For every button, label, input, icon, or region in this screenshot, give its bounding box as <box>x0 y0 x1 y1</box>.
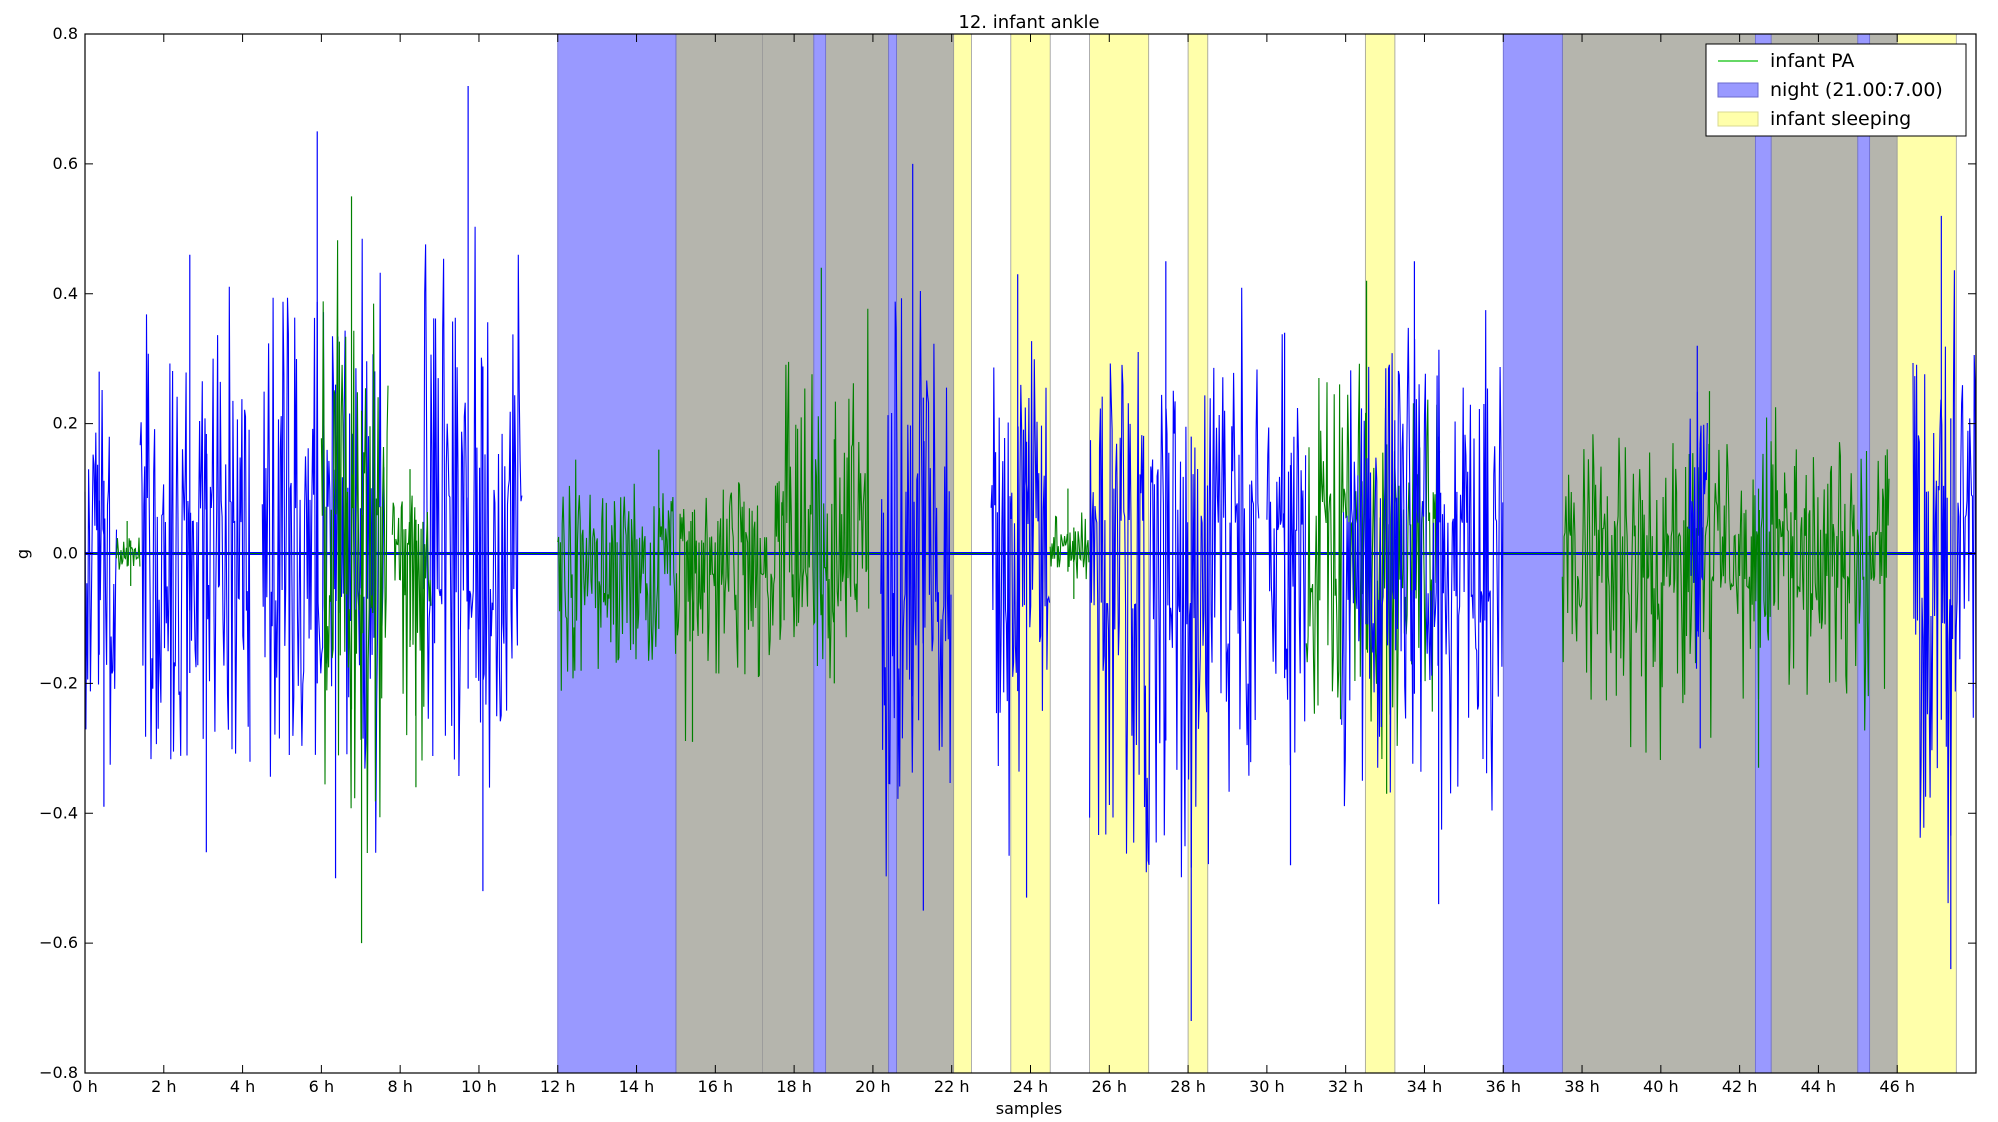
y-tick-label: 0.8 <box>53 24 78 43</box>
y-tick-label: −0.2 <box>39 673 78 692</box>
infant-pa-burst <box>557 459 783 742</box>
signal-burst <box>1912 270 1977 904</box>
x-tick-label: 8 h <box>387 1077 412 1096</box>
infant-pa-burst <box>391 495 432 761</box>
x-tick-label: 0 h <box>72 1077 97 1096</box>
x-tick-label: 6 h <box>309 1077 334 1096</box>
x-tick-label: 18 h <box>776 1077 812 1096</box>
legend-night-swatch <box>1717 82 1759 98</box>
y-axis-label: g <box>13 549 32 559</box>
x-tick-label: 24 h <box>1013 1077 1049 1096</box>
legend-entry-label: night (21.00:7.00) <box>1770 79 1943 101</box>
x-tick-label: 42 h <box>1722 1077 1758 1096</box>
x-tick-label: 22 h <box>934 1077 970 1096</box>
y-tick-label: −0.4 <box>39 803 78 822</box>
y-tick-label: −0.6 <box>39 933 78 952</box>
x-tick-label: 2 h <box>151 1077 176 1096</box>
y-tick-label: 0.6 <box>53 154 78 173</box>
x-tick-label: 4 h <box>230 1077 255 1096</box>
infant-pa-burst <box>781 308 870 679</box>
signal-burst <box>84 389 118 765</box>
x-tick-label: 26 h <box>1091 1077 1127 1096</box>
y-tick-label: 0.0 <box>53 544 78 563</box>
x-tick-label: 36 h <box>1485 1077 1521 1096</box>
signal-burst <box>423 226 523 788</box>
x-tick-label: 38 h <box>1564 1077 1600 1096</box>
x-tick-label: 30 h <box>1249 1077 1285 1096</box>
y-tick-label: 0.2 <box>53 414 78 433</box>
signal-burst <box>880 290 952 877</box>
x-axis-label: samples <box>996 1099 1063 1118</box>
x-tick-label: 28 h <box>1170 1077 1206 1096</box>
x-tick-label: 44 h <box>1801 1077 1837 1096</box>
infant-pa-burst <box>1049 512 1090 580</box>
activity-traces <box>84 85 1977 1022</box>
legend-entry-label: infant sleeping <box>1770 108 1911 130</box>
signal-burst <box>139 286 251 762</box>
infant-pa-burst <box>1561 407 1890 761</box>
x-tick-label: 32 h <box>1328 1077 1364 1096</box>
legend-sleeping-swatch <box>1717 111 1759 127</box>
infant-pa-burst <box>115 537 141 570</box>
x-tick-label: 34 h <box>1407 1077 1443 1096</box>
chart-title: 12. infant ankle <box>958 12 1099 33</box>
plot-axes: 0 h 2 h 4 h 6 h 8 h 10 h 12 h 14 h 16 h 18 h 20 h 2… <box>39 24 1977 1096</box>
x-tick-label: 40 h <box>1643 1077 1679 1096</box>
y-tick-label: 0.4 <box>53 284 78 303</box>
signal-burst <box>1341 310 1504 830</box>
x-tick-label: 46 h <box>1879 1077 1915 1096</box>
x-tick-label: 16 h <box>698 1077 734 1096</box>
x-tick-label: 10 h <box>461 1077 497 1096</box>
x-tick-label: 12 h <box>540 1077 576 1096</box>
y-tick-label: −0.8 <box>39 1063 78 1082</box>
signal-burst <box>261 238 385 853</box>
signal-burst <box>1089 287 1260 878</box>
legend-entry-label: infant PA <box>1770 50 1854 72</box>
signal-burst <box>990 341 1051 856</box>
x-tick-label: 20 h <box>855 1077 891 1096</box>
x-tick-label: 14 h <box>619 1077 655 1096</box>
infant-pa-burst <box>320 240 389 854</box>
legend: infant PA night (21.00:7.00) infant sleepi… <box>1705 43 1967 137</box>
signal-burst <box>1266 334 1307 766</box>
